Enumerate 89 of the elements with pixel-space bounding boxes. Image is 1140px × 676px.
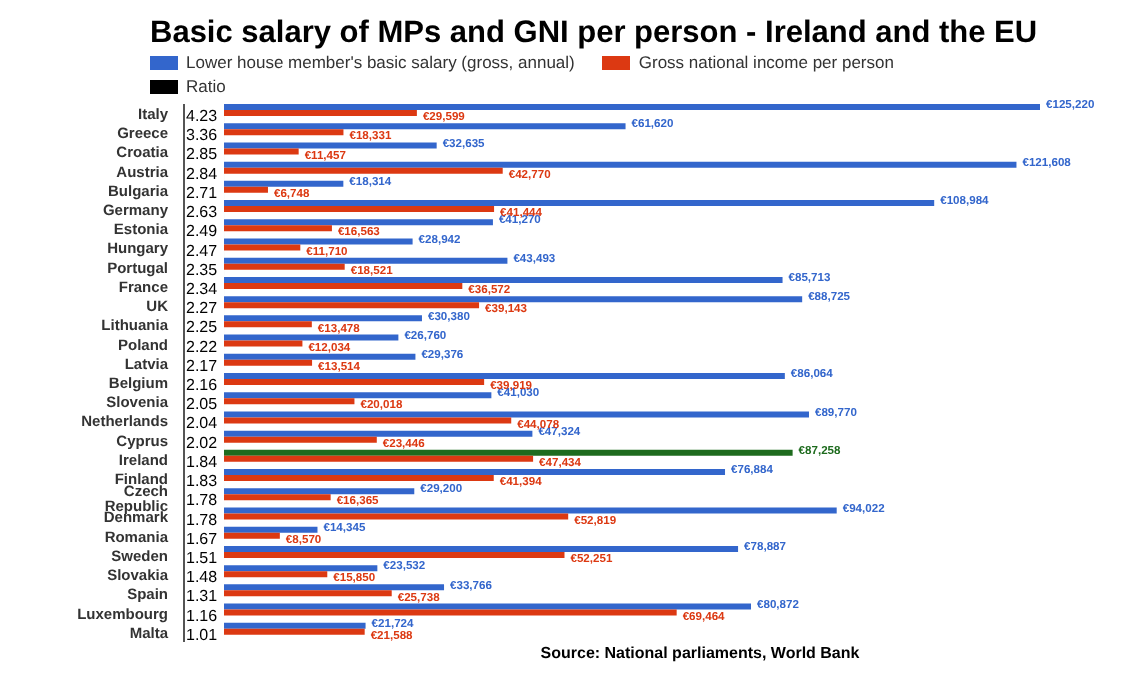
bar: [224, 142, 437, 149]
bar: [224, 379, 485, 385]
bar: [224, 186, 268, 193]
bar: [224, 219, 493, 226]
bar: [224, 225, 332, 232]
data-label: 2.17: [186, 356, 219, 375]
bar: [224, 353, 416, 360]
data-label: 1.16: [186, 606, 219, 625]
bar: [224, 398, 355, 405]
bar: [224, 148, 299, 155]
data-label: 2.47: [186, 241, 219, 260]
bar: [224, 488, 415, 495]
bar: [224, 417, 512, 424]
bar: [224, 263, 345, 270]
bar: [224, 622, 366, 629]
bar: [224, 296, 803, 303]
data-label: 2.02: [186, 433, 219, 452]
bar: [224, 513, 569, 520]
bar: [224, 430, 533, 437]
bar: [224, 180, 344, 187]
legend-label: Ratio: [186, 76, 226, 96]
data-label: 1.83: [186, 472, 219, 491]
data-label: 2.25: [186, 318, 219, 337]
bar: [224, 628, 365, 635]
bar: [224, 449, 793, 456]
data-label: 1.78: [186, 510, 219, 529]
bar: [224, 257, 508, 264]
data-label: 1.84: [186, 452, 219, 471]
legend-label: Lower house member's basic salary (gross, annual): [186, 52, 575, 72]
bar: [224, 475, 494, 482]
source-note: Source: National parliaments, World Bank: [538, 644, 862, 662]
bar: [224, 359, 313, 366]
bar: [224, 110, 417, 116]
bar: [224, 603, 751, 610]
bar: [224, 244, 301, 251]
bar: [224, 276, 783, 283]
bar: [224, 373, 785, 379]
bar: [224, 334, 399, 341]
data-label: 2.84: [186, 164, 219, 183]
bar: [224, 167, 503, 174]
bar: [224, 411, 809, 418]
data-label: 1.48: [186, 568, 219, 587]
bar: [224, 238, 413, 245]
data-label: 2.85: [186, 145, 219, 164]
bar: [224, 161, 1017, 168]
bar: [224, 200, 935, 207]
data-label: 1.01: [186, 625, 219, 644]
chart-title: Basic salary of MPs and GNI per person - Ireland and the EU: [150, 16, 1040, 52]
bar: [224, 104, 1040, 110]
bar: [224, 455, 534, 462]
data-label: 2.49: [186, 222, 219, 241]
data-label: 2.05: [186, 395, 219, 414]
bar: [224, 584, 445, 591]
bar: [224, 282, 463, 289]
data-label: 1.51: [186, 548, 219, 567]
bar: [224, 545, 739, 552]
bar: [224, 469, 726, 476]
bar: [224, 507, 837, 514]
bar: [224, 609, 677, 616]
bar: [224, 123, 626, 130]
bar: [224, 206, 495, 213]
data-label: 3.36: [186, 126, 219, 145]
data-label: 2.04: [186, 414, 219, 433]
bar: [224, 340, 303, 347]
bar: [224, 565, 378, 572]
data-label: 4.23: [186, 107, 219, 125]
bar: [224, 392, 492, 399]
data-label: 2.71: [186, 183, 219, 202]
data-label: 2.34: [186, 279, 219, 298]
data-label: 2.27: [186, 299, 219, 318]
bar: [224, 494, 331, 501]
bar: [224, 551, 565, 558]
data-label: 1.67: [186, 529, 219, 548]
bar: [224, 590, 392, 597]
data-label: 2.63: [186, 203, 219, 222]
bar: [224, 321, 312, 328]
bar: [224, 129, 344, 136]
bar: [224, 436, 377, 443]
bar: [224, 571, 328, 578]
data-label: 2.22: [186, 337, 219, 356]
bar: [224, 315, 422, 322]
data-label: 2.35: [186, 260, 219, 279]
bar: [224, 526, 318, 533]
bar: [224, 302, 480, 309]
data-label: 1.78: [186, 491, 219, 510]
legend-label: Gross national income per person: [638, 52, 894, 72]
data-label: 1.31: [186, 587, 219, 606]
bar: [224, 532, 280, 539]
data-label: 2.16: [186, 376, 219, 394]
